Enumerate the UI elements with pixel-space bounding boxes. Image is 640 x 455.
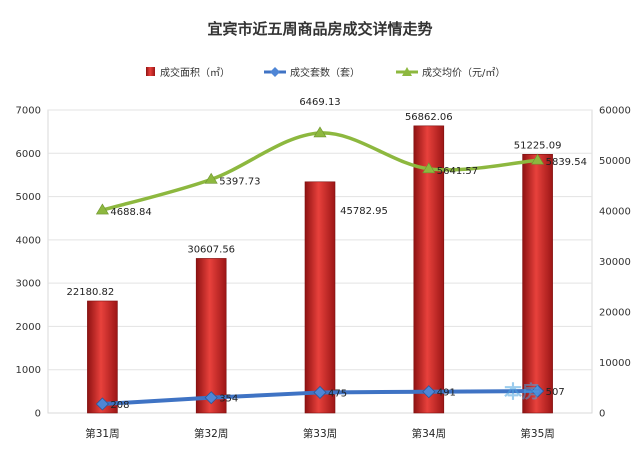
count-data-label: 491 [437,388,456,399]
count-data-label: 507 [546,387,565,398]
right-axis-tick: 30000 [599,257,631,268]
x-axis-label: 第33周 [303,427,337,440]
bar-area [522,154,553,414]
count-marker [95,397,109,411]
bar-area [87,300,118,414]
price-data-label: 4688.84 [110,207,151,218]
legend-swatch-marker [270,67,280,77]
chart-title: 宜宾市近五周商品房成交详情走势 [207,20,432,38]
right-axis-tick: 0 [599,409,605,420]
bar-data-label: 51225.09 [514,140,562,151]
right-axis-tick: 60000 [599,106,631,117]
price-data-label: 5641.57 [437,166,478,177]
legend-swatch-bar [146,67,155,76]
count-data-label: 354 [219,394,238,405]
bar-area [195,258,227,414]
bar-area [304,181,336,414]
legend-item: 成交面积（㎡） [146,66,230,79]
left-axis-tick: 0 [35,409,41,420]
x-axis-label: 第31周 [85,427,119,440]
right-axis-tick: 40000 [599,207,631,218]
bar-area [413,125,445,414]
price-marker [95,203,109,215]
price-marker [422,162,436,174]
x-axis-label: 第35周 [520,427,554,440]
legend-label: 成交均价（元/㎡） [422,66,505,79]
bar-data-label: 45782.95 [340,206,388,217]
count-data-label: 208 [110,400,129,411]
price-marker [313,126,327,138]
left-axis-tick: 1000 [16,365,41,376]
right-axis-tick: 50000 [599,156,631,167]
price-data-label: 5397.73 [219,176,260,187]
bar-data-label: 30607.56 [187,244,235,255]
left-axis-tick: 2000 [16,322,41,333]
legend-label: 成交套数（套） [290,66,360,79]
count-marker [531,384,545,398]
left-axis-tick: 5000 [16,192,41,203]
left-axis-tick: 6000 [16,149,41,160]
bar-data-label: 56862.06 [405,112,453,123]
chart-legend: 成交面积（㎡） 成交套数（套） 成交均价（元/㎡） [146,66,505,79]
x-axis-label: 第32周 [194,427,228,440]
right-axis-tick: 20000 [599,308,631,319]
price-data-label: 5839.54 [546,157,587,168]
count-data-label: 475 [328,388,347,399]
legend-item: 成交套数（套） [264,66,360,79]
count-marker [313,385,327,400]
left-axis-tick: 4000 [16,235,41,246]
left-axis-tick: 7000 [16,106,41,117]
legend-item: 成交均价（元/㎡） [396,66,505,79]
count-marker [204,391,218,405]
right-axis-tick: 10000 [599,358,631,369]
plot-area: 0 1000 2000 3000 4000 5000 6000 7000 0 10000 20000… [16,97,631,440]
x-axis-label: 第34周 [412,427,446,440]
price-data-label: 6469.13 [299,97,340,108]
count-marker [422,385,436,399]
left-axis-tick: 3000 [16,279,41,290]
watermark-logo: 本房 [504,381,540,403]
legend-label: 成交面积（㎡） [160,66,230,79]
bar-data-label: 22180.82 [67,287,115,298]
legend-swatch-marker [402,67,412,76]
price-marker [531,153,545,165]
price-marker [204,172,218,184]
